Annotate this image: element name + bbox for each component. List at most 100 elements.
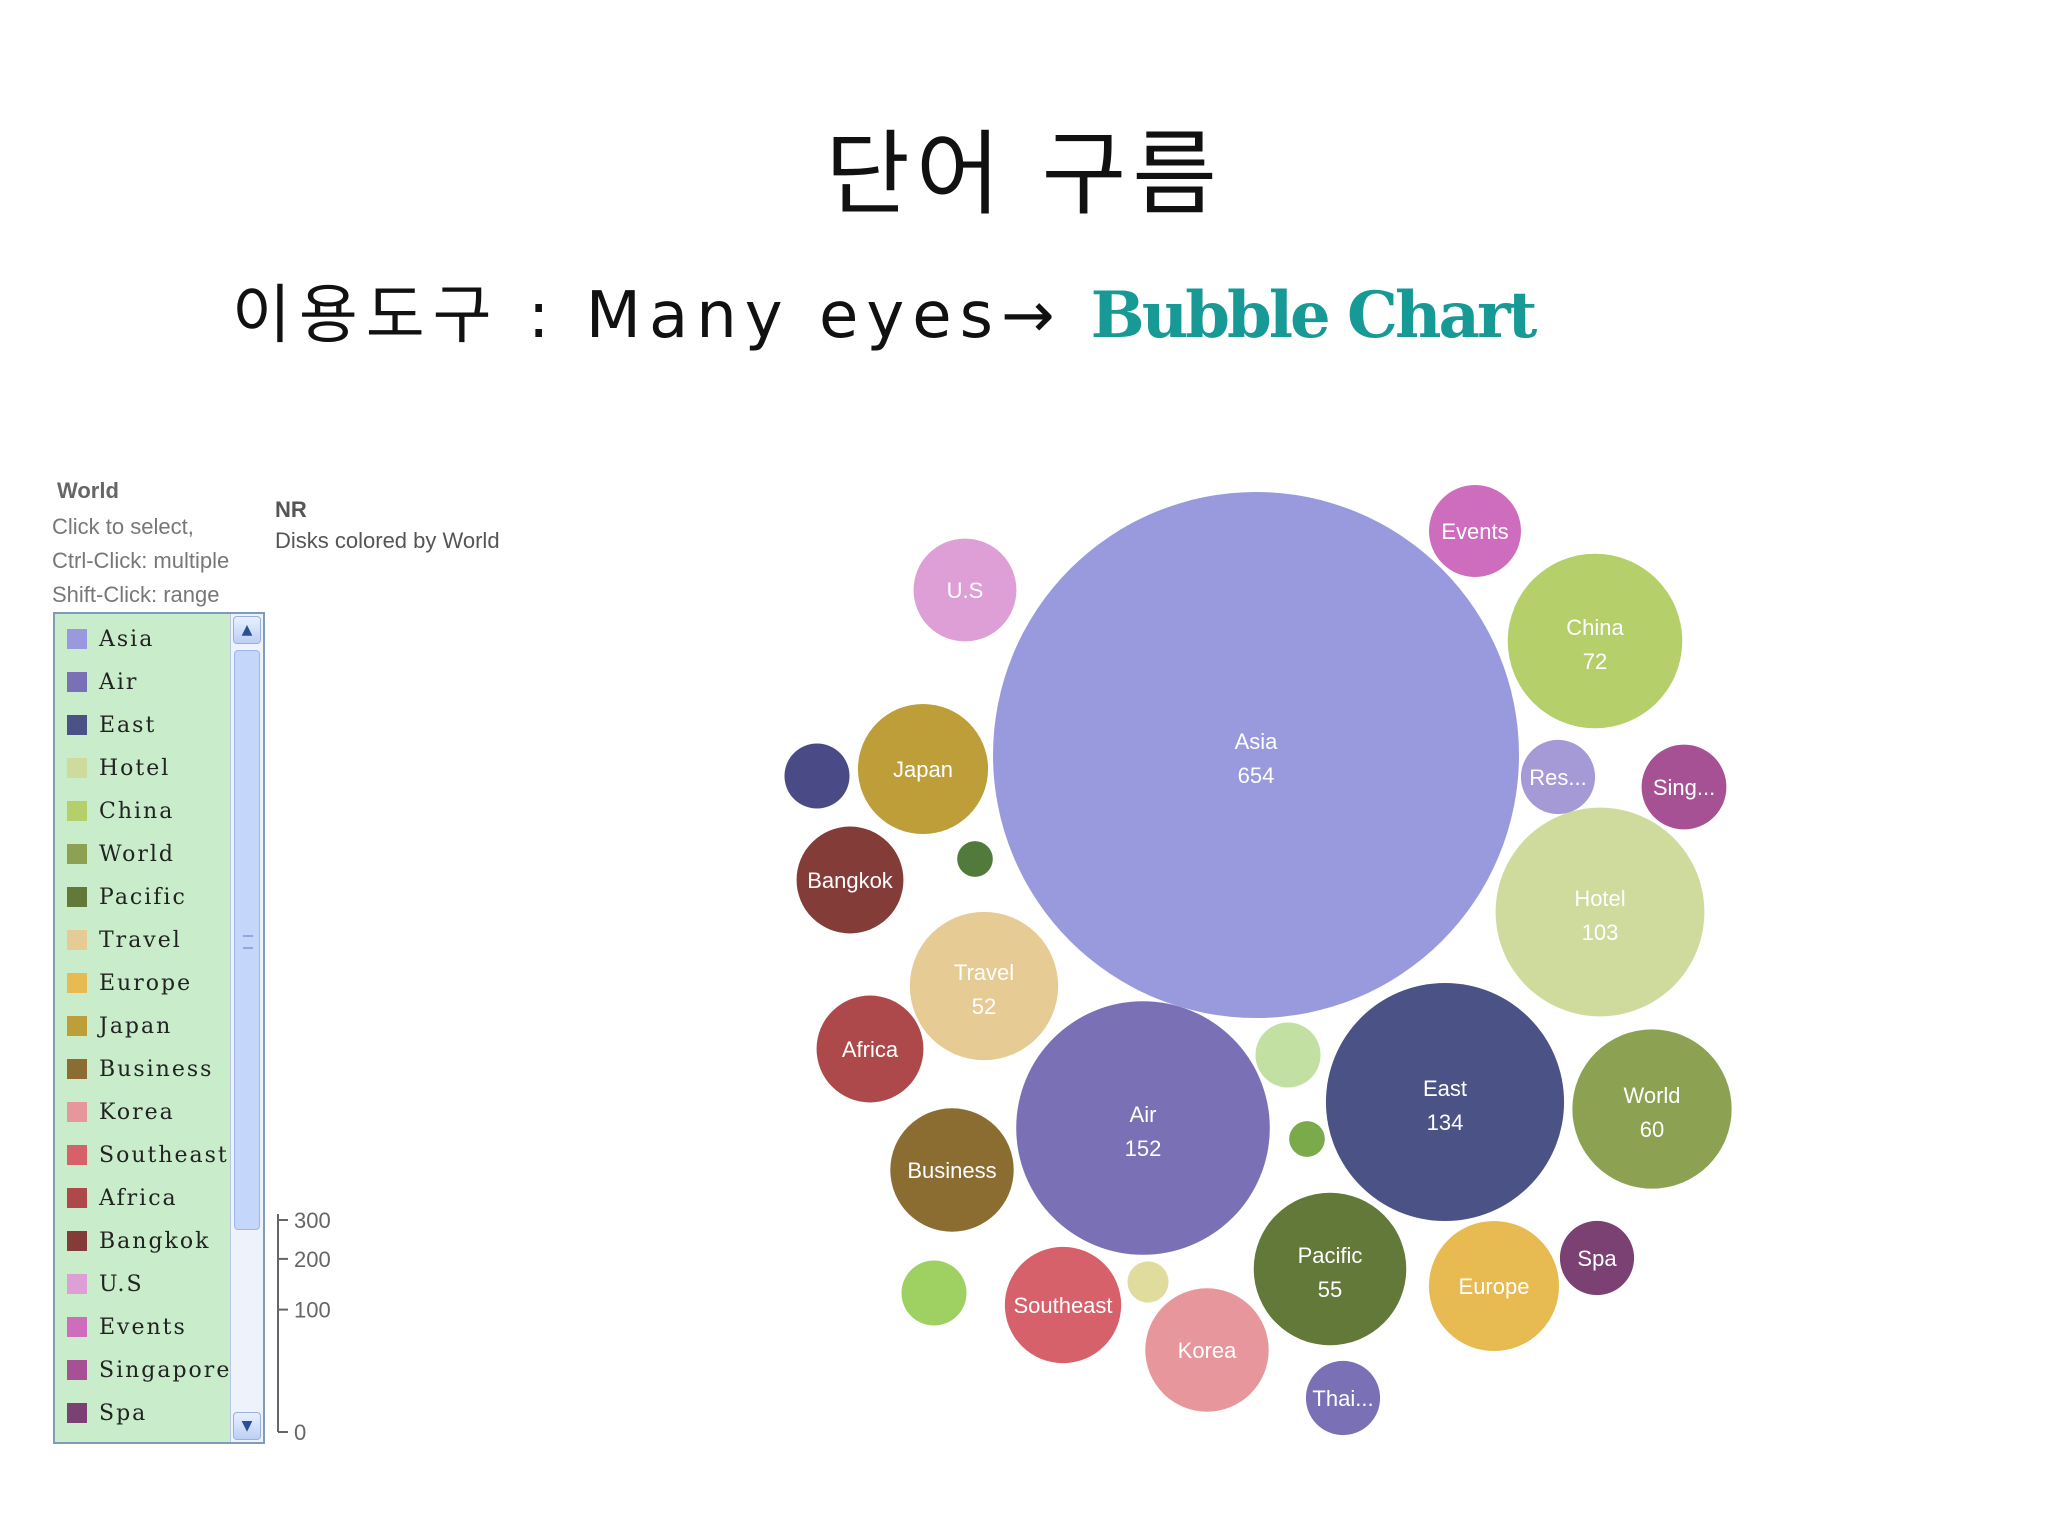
legend-item-bangkok[interactable]: Bangkok <box>67 1226 210 1256</box>
bubble-disk <box>1495 807 1705 1017</box>
bubble-events[interactable]: Events <box>1429 485 1521 577</box>
bubble-label: East <box>1423 1076 1467 1101</box>
legend-item-asia[interactable]: Asia <box>67 624 154 654</box>
legend-item-pacific[interactable]: Pacific <box>67 882 187 912</box>
legend-swatch <box>67 1145 87 1165</box>
bubble-korea[interactable]: Korea <box>1145 1288 1269 1412</box>
bubble-japan[interactable]: Japan <box>857 703 989 835</box>
bubble-unlabeled[interactable] <box>1289 1121 1325 1157</box>
bubble-unlabeled[interactable] <box>957 841 993 877</box>
legend-help-multiple: Ctrl-Click: multiple <box>52 548 230 573</box>
legend-item-label: Hotel <box>99 755 171 781</box>
size-scale-tick-label: 300 <box>294 1208 331 1233</box>
legend-item-travel[interactable]: Travel <box>67 925 182 955</box>
bubble-label: Air <box>1130 1102 1157 1127</box>
legend-scrollbar[interactable]: ▲ ▼ <box>230 614 263 1442</box>
bubble-bangkok[interactable]: Bangkok <box>796 826 904 934</box>
bubble-disk <box>890 1108 1014 1232</box>
bubble-pacific[interactable]: Pacific 55 <box>1253 1192 1407 1346</box>
bubble-disk <box>1325 982 1565 1222</box>
bubble-thai[interactable]: Thai... <box>1305 1360 1381 1436</box>
legend-item-u-s[interactable]: U.S <box>67 1269 144 1299</box>
legend-item-hotel[interactable]: Hotel <box>67 753 170 783</box>
bubble-disk <box>1572 1029 1732 1189</box>
legend-swatch <box>67 1188 87 1208</box>
bubble-disk <box>1305 1360 1381 1436</box>
bubble-unlabeled[interactable] <box>1255 1022 1321 1088</box>
bubble-disk <box>1507 553 1683 729</box>
bubble-travel[interactable]: Travel 52 <box>909 911 1059 1061</box>
bubble-label: China <box>1566 615 1624 640</box>
bubble-africa[interactable]: Africa <box>816 995 924 1103</box>
bubble-asia[interactable]: Asia 654 <box>993 492 1519 1018</box>
scroll-thumb[interactable] <box>234 650 260 1230</box>
bubble-label: Bangkok <box>807 868 894 893</box>
bubble-value: 72 <box>1583 649 1607 674</box>
bubble-label: U.S <box>947 578 984 603</box>
bubble-unlabeled[interactable] <box>784 743 850 809</box>
bubble-unlabeled[interactable] <box>901 1260 967 1326</box>
bubble-business[interactable]: Business <box>890 1108 1014 1232</box>
bubble-u-s[interactable]: U.S <box>913 538 1017 642</box>
legend-item-air[interactable]: Air <box>67 667 138 697</box>
legend-item-world[interactable]: World <box>67 839 175 869</box>
bubble-air[interactable]: Air 152 <box>1016 1001 1270 1255</box>
legend-item-china[interactable]: China <box>67 796 174 826</box>
bubble-disk <box>901 1260 967 1326</box>
legend-item-japan[interactable]: Japan <box>67 1011 172 1041</box>
bubble-disk <box>1016 1001 1270 1255</box>
bubble-sing[interactable]: Sing... <box>1641 744 1727 830</box>
bubble-unlabeled[interactable] <box>1127 1261 1169 1303</box>
legend-item-business[interactable]: Business <box>67 1054 213 1084</box>
slide-title: 단어 구름 <box>825 121 1223 228</box>
bubble-disk <box>1004 1246 1122 1364</box>
bubble-disk <box>1428 1220 1560 1352</box>
size-scale-tick-label: 200 <box>294 1247 331 1272</box>
scroll-down-button[interactable]: ▼ <box>233 1412 261 1440</box>
bubble-hotel[interactable]: Hotel 103 <box>1495 807 1705 1017</box>
legend-item-korea[interactable]: Korea <box>67 1097 175 1127</box>
bubble-disk <box>784 743 850 809</box>
bubble-europe[interactable]: Europe <box>1428 1220 1560 1352</box>
legend-item-label: Events <box>99 1314 187 1340</box>
bubble-label: Asia <box>1235 729 1279 754</box>
size-legend-title: NR <box>275 497 307 522</box>
bubble-label: Pacific <box>1298 1243 1363 1268</box>
legend-item-label: Japan <box>99 1013 173 1039</box>
bubble-disk <box>1520 739 1596 815</box>
legend-swatch <box>67 1231 87 1251</box>
bubble-china[interactable]: China 72 <box>1507 553 1683 729</box>
bubble-disk <box>1559 1220 1635 1296</box>
size-scale-tick-label: 0 <box>294 1420 306 1445</box>
legend-item-events[interactable]: Events <box>67 1312 187 1342</box>
legend-item-label: Spa <box>99 1400 148 1426</box>
legend-item-east[interactable]: East <box>67 710 156 740</box>
scroll-up-button[interactable]: ▲ <box>233 616 261 644</box>
bubble-label: Thai... <box>1312 1386 1373 1411</box>
legend-swatch <box>67 801 87 821</box>
bubble-disk <box>1127 1261 1169 1303</box>
size-scale-tick-label: 100 <box>294 1298 331 1323</box>
legend-swatch <box>67 758 87 778</box>
legend-item-label: Korea <box>99 1099 175 1125</box>
legend-help-range: Shift-Click: range <box>52 582 220 607</box>
legend-item-europe[interactable]: Europe <box>67 968 192 998</box>
legend-item-southeast[interactable]: Southeast <box>67 1140 229 1170</box>
bubble-label: Africa <box>842 1037 899 1062</box>
bubble-disk <box>816 995 924 1103</box>
legend-item-spa[interactable]: Spa <box>67 1398 147 1428</box>
chart-type-label: Bubble Chart <box>1090 278 1538 353</box>
bubble-disk <box>993 492 1519 1018</box>
bubble-value: 60 <box>1640 1117 1664 1142</box>
bubble-res[interactable]: Res... <box>1520 739 1596 815</box>
bubble-world[interactable]: World 60 <box>1572 1029 1732 1189</box>
bubble-spa[interactable]: Spa <box>1559 1220 1635 1296</box>
bubble-label: Japan <box>893 757 953 782</box>
bubble-southeast[interactable]: Southeast <box>1004 1246 1122 1364</box>
legend-item-singapore[interactable]: Singapore <box>67 1355 231 1385</box>
legend-item-africa[interactable]: Africa <box>67 1183 178 1213</box>
legend-list[interactable]: Asia Air East Hotel China World Pacific Travel E… <box>53 612 265 1444</box>
bubble-value: 654 <box>1238 763 1275 788</box>
bubble-disk <box>796 826 904 934</box>
bubble-east[interactable]: East 134 <box>1325 982 1565 1222</box>
